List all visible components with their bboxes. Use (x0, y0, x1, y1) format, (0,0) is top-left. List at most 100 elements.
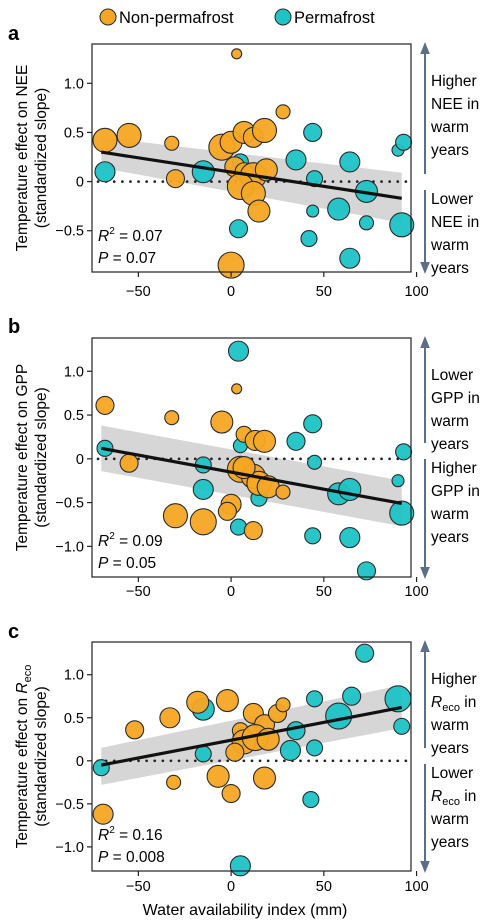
permafrost-point (94, 161, 116, 183)
annotation-top-line: Higher (431, 73, 477, 90)
permafrost-point (286, 431, 306, 451)
x-tick-label: 100 (404, 584, 428, 600)
y-tick-label: 1.0 (64, 364, 84, 380)
nonpermafrost-point (275, 697, 291, 713)
permafrost-point (304, 527, 322, 545)
nonpermafrost-point (165, 169, 186, 189)
y-axis-label-secondary: (standardized slope) (33, 387, 50, 527)
legend-marker-permafrost (274, 8, 292, 26)
nonpermafrost-point (95, 395, 115, 415)
permafrost-point (391, 474, 405, 488)
nonpermafrost-point (243, 521, 263, 541)
plot-frame (91, 641, 412, 872)
nonpermafrost-point (186, 690, 210, 714)
x-tick-label: 100 (404, 879, 428, 895)
panel-c: −1.0 −0.5 0 0.5 1.0 −50 0 50 100 Temperature effe… (14, 640, 477, 895)
y-tick-label: −1.0 (55, 539, 84, 555)
nonpermafrost-point (225, 742, 245, 762)
annotation-bottom-line: NEE in (431, 214, 479, 231)
annotation-bottom-line: warm (430, 811, 469, 828)
permafrost-point (229, 855, 251, 877)
nonpermafrost-point (252, 766, 277, 790)
y-axis-label-secondary: (standardized slope) (33, 686, 50, 826)
permafrost-point (358, 215, 375, 231)
panel-label-b: b (8, 316, 20, 338)
annotation-top-line: Lower (431, 367, 473, 384)
y-tick-label: 0 (76, 754, 84, 770)
y-tick-label: −1.0 (55, 840, 84, 856)
permafrost-point (342, 686, 362, 706)
permafrost-point (339, 247, 361, 269)
r-squared-label: R2 = 0.07 (98, 226, 163, 245)
permafrost-point (300, 230, 318, 248)
legend: Non-permafrost Permafrost (99, 8, 375, 27)
permafrost-point (194, 745, 212, 763)
permafrost-point (303, 122, 323, 142)
x-tick-label: 50 (316, 284, 332, 300)
permafrost-point (325, 702, 353, 730)
annotation-bottom-line: Lower (431, 191, 473, 208)
regression-line (100, 446, 403, 506)
panel-label-a: a (8, 23, 20, 45)
annotation-top-line: warm (430, 717, 469, 734)
y-axis-label-secondary: (standardized slope) (33, 88, 50, 228)
y-axis-label: Temperature effect on Reco (14, 665, 34, 849)
annotation-top-line: warm (430, 119, 469, 136)
regression-line (101, 150, 402, 200)
nonpermafrost-point (164, 135, 180, 151)
annotation-top-line: Higher (431, 671, 477, 688)
permafrost-point (192, 478, 214, 501)
nonpermafrost-point (252, 429, 277, 453)
annotation-top-line: NEE in (431, 96, 479, 113)
nonpermafrost-point (92, 127, 118, 153)
nonpermafrost-point (275, 484, 291, 500)
y-tick-label: −0.5 (55, 496, 84, 512)
nonpermafrost-point (125, 720, 145, 740)
nonpermafrost-point (166, 774, 182, 790)
x-axis-label: Water availability index (mm) (143, 902, 348, 919)
y-tick-label: 1.0 (64, 668, 84, 684)
panel-label-c: c (8, 621, 19, 643)
permafrost-point (228, 219, 249, 239)
permafrost-point (227, 340, 250, 362)
legend-label-permafrost: Permafrost (294, 9, 375, 27)
annotation-top-line: warm (430, 413, 469, 430)
permafrost-point (279, 739, 301, 762)
annotation-top-line: GPP in (431, 390, 480, 407)
y-tick-label: 0 (76, 452, 84, 468)
legend-marker-nonpermafrost (99, 8, 117, 26)
annotation-bottom-line: years (431, 834, 469, 851)
y-tick-label: 1.0 (64, 76, 84, 92)
permafrost-point (307, 454, 323, 470)
permafrost-point (339, 527, 361, 549)
permafrost-point (338, 477, 362, 502)
permafrost-point (286, 721, 306, 741)
permafrost-point (191, 160, 215, 184)
nonpermafrost-point (231, 48, 243, 60)
nonpermafrost-point (231, 383, 243, 395)
y-tick-label: −0.5 (55, 797, 84, 813)
regression-line (100, 705, 403, 767)
x-tick-label: 50 (316, 879, 332, 895)
y-axis-label: Temperature effect on GPP (14, 364, 31, 552)
y-tick-label: 0 (76, 175, 84, 191)
permafrost-point (355, 643, 375, 663)
permafrost-point (395, 443, 413, 461)
annotation-top-line: years (431, 436, 469, 453)
permafrost-point (306, 739, 324, 757)
nonpermafrost-point (215, 688, 239, 713)
nonpermafrost-point (159, 707, 181, 729)
permafrost-point (393, 717, 411, 735)
nonpermafrost-point (116, 122, 142, 148)
nonpermafrost-point (217, 501, 237, 521)
nonpermafrost-point (189, 508, 217, 536)
permafrost-point (339, 151, 361, 173)
nonpermafrost-point (92, 803, 114, 825)
p-value-label: P = 0.07 (98, 250, 156, 267)
x-tick-label: −50 (126, 584, 151, 600)
x-tick-label: −50 (126, 284, 151, 300)
nonpermafrost-point (162, 503, 189, 529)
permafrost-point (303, 414, 323, 434)
annotation-top-line: Reco in (431, 694, 476, 714)
annotation-bottom-line: Lower (431, 765, 473, 782)
